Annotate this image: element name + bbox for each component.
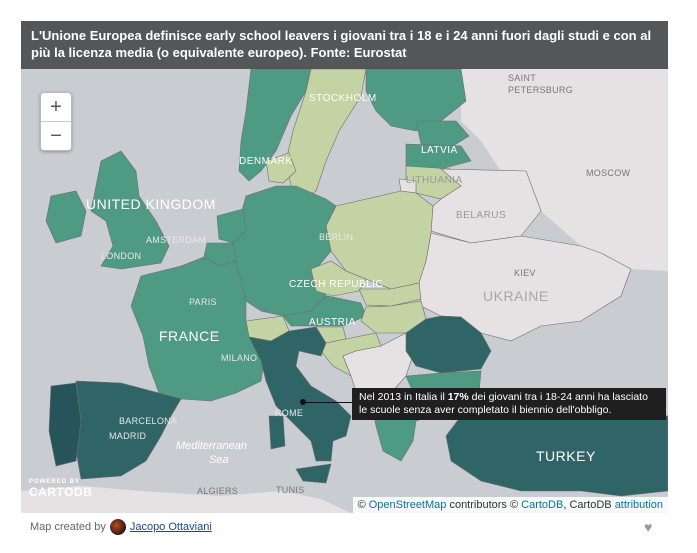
attribution-suffix: , CartoDB — [563, 499, 615, 511]
label-czech-republic: CZECH REPUBLIC — [289, 279, 383, 290]
attribution-mid: contributors © — [446, 499, 522, 511]
label-turkey: TURKEY — [536, 448, 596, 464]
zoom-control: + − — [40, 92, 72, 151]
choropleth-map[interactable]: STOCKHOLM SAINT PETERSBURG MOSCOW LATVIA… — [21, 21, 668, 513]
label-kiev: KIEV — [514, 268, 536, 278]
zoom-in-button[interactable]: + — [50, 96, 62, 118]
label-algiers: ALGIERS — [197, 486, 238, 496]
cartodb-logo[interactable]: POWERED BY CARTODB — [29, 479, 92, 499]
label-belarus: BELARUS — [456, 210, 506, 221]
label-amsterdam: AMSTERDAM — [146, 235, 206, 245]
region-northwest — [21, 69, 251, 81]
label-london: LONDON — [101, 251, 141, 261]
label-milano: MILANO — [221, 353, 257, 363]
label-denmark: DENMARK — [239, 156, 293, 167]
label-rome: ROME — [275, 408, 303, 418]
label-mediterranean-1: Mediterranean — [176, 440, 247, 452]
region-russia — [461, 69, 668, 271]
label-austria: AUSTRIA — [309, 317, 356, 328]
label-madrid: MADRID — [109, 431, 146, 441]
region-finland — [365, 68, 467, 132]
region-sardinia — [268, 415, 286, 450]
map-footer: Map created by Jacopo Ottaviani — [30, 519, 212, 535]
region-romania — [405, 315, 492, 374]
region-portugal — [48, 382, 82, 467]
label-united-kingdom: UNITED KINGDOM — [86, 196, 216, 212]
label-barcelona: BARCELONA — [119, 416, 177, 426]
label-saint-petersburg-1: SAINT — [508, 73, 536, 83]
label-berlin: BERLIN — [319, 232, 353, 242]
cartodb-brand: CARTODB — [29, 485, 93, 499]
label-lithuania: LITHUANIA — [406, 175, 463, 186]
region-austria — [282, 295, 367, 327]
author-avatar — [109, 519, 126, 535]
attribution-prefix: © — [357, 499, 369, 511]
cartodb-link[interactable]: CartoDB — [521, 499, 564, 511]
map-attribution: © OpenStreetMap contributors © CartoDB, … — [352, 497, 668, 513]
region-estonia — [415, 120, 470, 147]
region-north-africa — [21, 486, 351, 513]
region-germany — [232, 185, 337, 317]
label-moscow: MOSCOW — [586, 168, 631, 178]
region-sicily — [295, 463, 332, 484]
region-czech — [310, 260, 367, 297]
heart-icon[interactable]: ♥ — [644, 519, 653, 535]
callout-highlight: 17% — [447, 391, 469, 403]
created-by-label: Map created by — [30, 521, 106, 533]
region-belarus — [430, 168, 542, 244]
callout-leader-line — [303, 402, 353, 403]
label-ukraine: UKRAINE — [483, 288, 549, 304]
zoom-out-button[interactable]: − — [41, 121, 71, 150]
map-title: L'Unione Europea definisce early school … — [21, 21, 668, 69]
italy-callout: Nel 2013 in Italia il 17% dei giovani tr… — [352, 388, 666, 420]
label-france: FRANCE — [159, 328, 220, 344]
region-denmark — [265, 152, 297, 184]
region-uk — [90, 150, 170, 270]
label-paris: PARIS — [189, 297, 217, 307]
label-latvia: LATVIA — [421, 145, 458, 156]
powered-by-text: POWERED BY — [29, 479, 81, 485]
osm-link[interactable]: OpenStreetMap — [368, 499, 447, 511]
region-slovakia — [358, 282, 422, 307]
callout-text-before: Nel 2013 in Italia il — [359, 391, 448, 403]
region-italy — [248, 326, 352, 462]
region-ireland — [45, 190, 87, 244]
label-saint-petersburg-2: PETERSBURG — [508, 85, 573, 95]
attribution-link[interactable]: attribution — [614, 499, 663, 511]
author-link[interactable]: Jacopo Ottaviani — [129, 521, 212, 533]
region-netherlands — [216, 208, 247, 244]
label-tunis: TUNIS — [276, 485, 305, 495]
label-mediterranean-2: Sea — [209, 454, 229, 466]
region-latvia — [405, 143, 472, 170]
callout-text-after: dei giovani tra i 18-24 anni ha lasciato… — [359, 391, 648, 416]
map-container[interactable]: STOCKHOLM SAINT PETERSBURG MOSCOW LATVIA… — [21, 21, 668, 513]
label-stockholm: STOCKHOLM — [309, 93, 377, 104]
